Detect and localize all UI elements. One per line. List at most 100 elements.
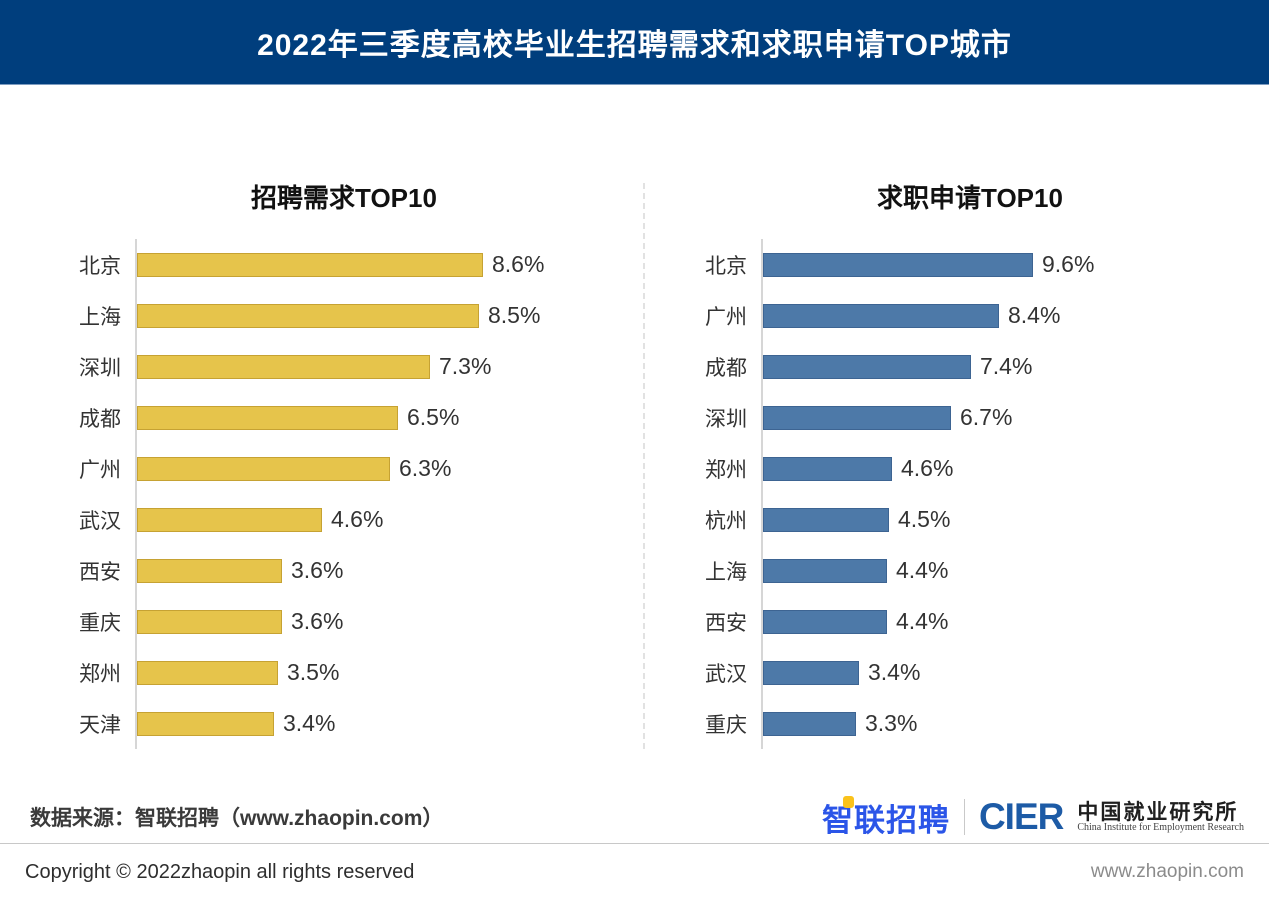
category-label: 西安 — [705, 611, 747, 635]
bar-row: 西安 4.4% — [681, 596, 1259, 647]
bar — [137, 303, 479, 328]
category-label: 天津 — [79, 713, 121, 737]
value-label: 9.6% — [1042, 251, 1095, 277]
value-label: 4.5% — [898, 506, 951, 532]
category-label: 上海 — [705, 560, 747, 584]
category-label: 武汉 — [705, 662, 747, 686]
bar-row: 郑州 4.6% — [681, 443, 1259, 494]
category-label: 杭州 — [705, 509, 747, 533]
bar-track: 6.7% — [761, 392, 1259, 443]
bar — [137, 354, 430, 379]
category-label: 深圳 — [79, 356, 121, 380]
bar-track: 7.3% — [135, 341, 633, 392]
bar-track: 8.6% — [135, 239, 633, 290]
cier-logo: CIER — [978, 796, 1064, 837]
bar — [763, 507, 889, 532]
bar-track: 8.4% — [761, 290, 1259, 341]
category-label: 郑州 — [79, 662, 121, 686]
bar — [763, 609, 887, 634]
bar-track: 3.5% — [135, 647, 633, 698]
header-band: 2022年三季度高校毕业生招聘需求和求职申请TOP城市 — [0, 0, 1269, 85]
data-source-text: 数据来源：智联招聘（www.zhaopin.com） — [30, 807, 444, 830]
copyright-text: Copyright © 2022zhaopin all rights reser… — [25, 860, 415, 883]
category-label: 上海 — [79, 305, 121, 329]
category-label: 郑州 — [705, 458, 747, 482]
value-label: 3.6% — [291, 608, 344, 634]
bar-row: 重庆 3.6% — [55, 596, 633, 647]
zhaopin-logo: 智联招聘 — [822, 795, 950, 840]
value-label: 8.5% — [488, 302, 541, 328]
value-label: 4.4% — [896, 557, 949, 583]
bar — [137, 558, 282, 583]
bar-row: 上海 4.4% — [681, 545, 1259, 596]
category-label: 重庆 — [705, 713, 747, 737]
bar-track: 4.4% — [761, 545, 1259, 596]
bar-row: 广州 6.3% — [55, 443, 633, 494]
bar — [137, 252, 483, 277]
bar-track: 3.4% — [761, 647, 1259, 698]
bar — [137, 660, 278, 685]
category-label: 广州 — [705, 305, 747, 329]
bar-track: 8.5% — [135, 290, 633, 341]
bar-row: 北京 9.6% — [681, 239, 1259, 290]
bar-track: 4.4% — [761, 596, 1259, 647]
category-label: 北京 — [79, 254, 121, 278]
category-label: 深圳 — [705, 407, 747, 431]
bar — [137, 711, 274, 736]
value-label: 6.3% — [399, 455, 452, 481]
bar-row: 广州 8.4% — [681, 290, 1259, 341]
bar-row: 西安 3.6% — [55, 545, 633, 596]
cier-name-block: 中国就业研究所 China Institute for Employment R… — [1077, 798, 1244, 834]
value-label: 4.4% — [896, 608, 949, 634]
bar — [763, 354, 971, 379]
bar-row: 武汉 4.6% — [55, 494, 633, 545]
bar — [763, 456, 892, 481]
charts-region: 招聘需求TOP10 北京 8.6% 上海 8.5% 深圳 7.3% 成都 6.5% 广州 6.3%… — [0, 178, 1269, 749]
bar-track: 4.5% — [761, 494, 1259, 545]
chart-panel-application: 求职申请TOP10 北京 9.6% 广州 8.4% 成都 7.4% 深圳 6.7% 郑州 4.6%… — [645, 178, 1269, 749]
value-label: 6.5% — [407, 404, 460, 430]
bar-chart-application: 北京 9.6% 广州 8.4% 成都 7.4% 深圳 6.7% 郑州 4.6% 杭州 4.5% 上海 4.… — [681, 239, 1259, 749]
category-label: 成都 — [705, 356, 747, 380]
value-label: 3.4% — [868, 659, 921, 685]
zhaopin-logo-dot-icon — [842, 795, 854, 808]
zhaopin-logo-text: 智联招聘 — [821, 802, 950, 838]
bar-row: 上海 8.5% — [55, 290, 633, 341]
bar-track: 7.4% — [761, 341, 1259, 392]
cier-english-name: China Institute for Employment Research — [1077, 821, 1244, 833]
chart-title-demand: 招聘需求TOP10 — [251, 183, 437, 213]
bar-row: 天津 3.4% — [55, 698, 633, 749]
bar — [763, 660, 859, 685]
source-row: 数据来源：智联招聘（www.zhaopin.com） 智联招聘 CIER 中国就… — [0, 793, 1269, 841]
value-label: 3.4% — [283, 710, 336, 736]
bar-row: 成都 6.5% — [55, 392, 633, 443]
bar — [763, 303, 999, 328]
value-label: 7.4% — [980, 353, 1033, 379]
page-title: 2022年三季度高校毕业生招聘需求和求职申请TOP城市 — [257, 29, 1012, 62]
value-label: 4.6% — [901, 455, 954, 481]
category-label: 重庆 — [79, 611, 121, 635]
bar-track: 3.4% — [135, 698, 633, 749]
bar-row: 杭州 4.5% — [681, 494, 1259, 545]
cier-chinese-name: 中国就业研究所 — [1077, 798, 1239, 824]
logos-group: 智联招聘 CIER 中国就业研究所 China Institute for Em… — [822, 795, 1244, 840]
value-label: 8.4% — [1008, 302, 1061, 328]
bar-row: 郑州 3.5% — [55, 647, 633, 698]
bar-row: 武汉 3.4% — [681, 647, 1259, 698]
bar — [137, 405, 398, 430]
bar-chart-demand: 北京 8.6% 上海 8.5% 深圳 7.3% 成都 6.5% 广州 6.3% 武汉 4.6% 西安 3.… — [55, 239, 633, 749]
bar-track: 3.3% — [761, 698, 1259, 749]
chart-panel-demand: 招聘需求TOP10 北京 8.6% 上海 8.5% 深圳 7.3% 成都 6.5% 广州 6.3%… — [0, 178, 643, 749]
bar-track: 3.6% — [135, 596, 633, 647]
bar-track: 6.5% — [135, 392, 633, 443]
value-label: 4.6% — [331, 506, 384, 532]
value-label: 3.5% — [287, 659, 340, 685]
website-url: www.zhaopin.com — [1090, 861, 1244, 882]
bar-track: 4.6% — [135, 494, 633, 545]
bar-row: 深圳 6.7% — [681, 392, 1259, 443]
bar — [137, 456, 390, 481]
bar-track: 3.6% — [135, 545, 633, 596]
bar-row: 成都 7.4% — [681, 341, 1259, 392]
bar — [763, 405, 951, 430]
bar-track: 6.3% — [135, 443, 633, 494]
